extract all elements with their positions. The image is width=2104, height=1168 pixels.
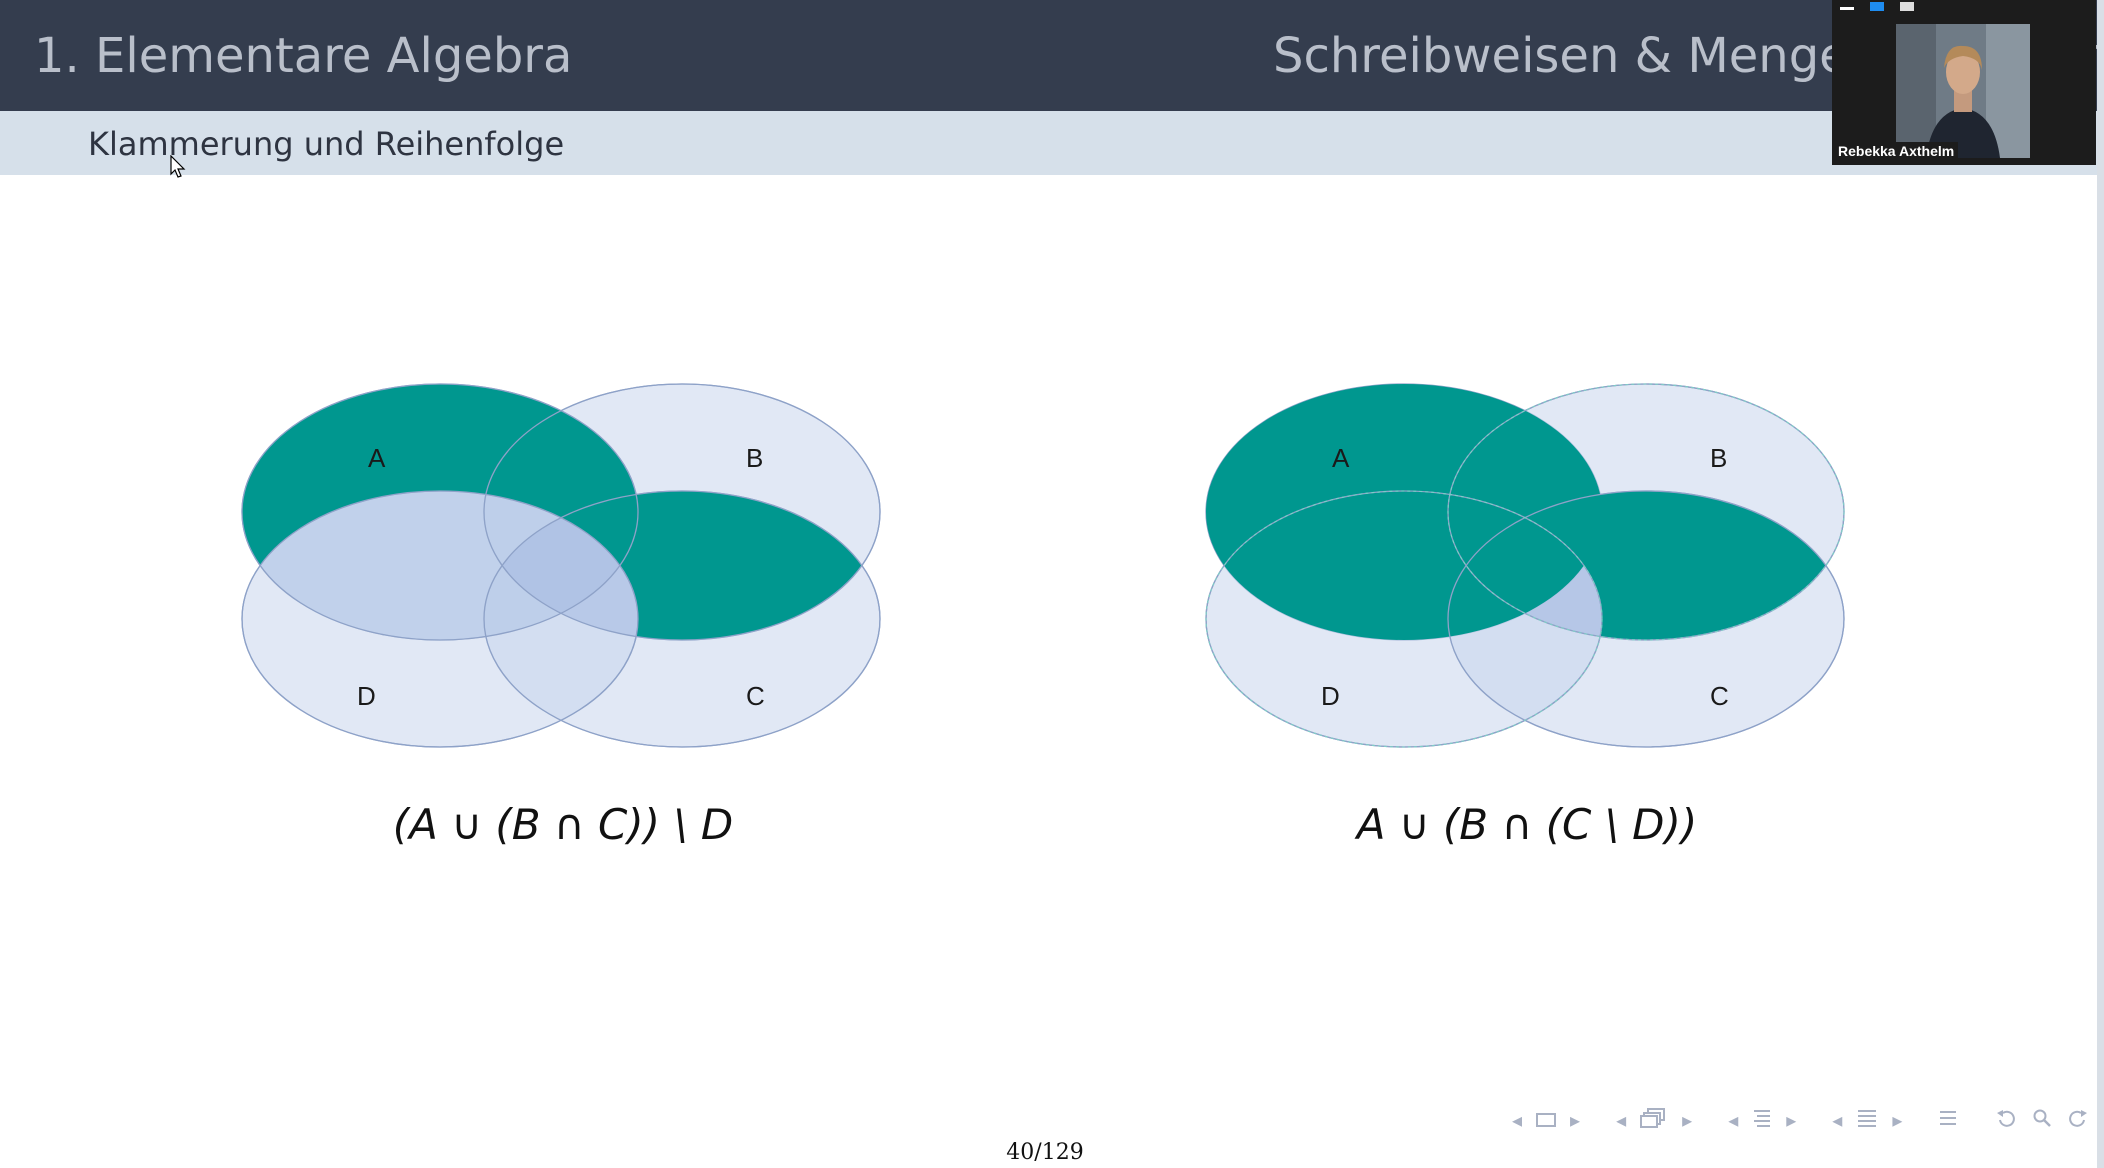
participant-video xyxy=(1896,24,2030,158)
formula-left: (A ∪ (B ∩ C)) \ D xyxy=(392,800,734,849)
page-number: 40/129 xyxy=(1006,1140,1084,1165)
set-label-c: C xyxy=(746,681,765,711)
nav-prev-icon[interactable]: ◂ xyxy=(1728,1108,1739,1132)
beamer-navigation: ◂ ▸ ◂ ▸ ◂ ▸ ◂ ▸ xyxy=(1505,1105,2097,1135)
set-label-a: A xyxy=(1332,443,1350,473)
set-label-d: D xyxy=(1321,681,1340,711)
set-label-a: A xyxy=(368,443,386,473)
nav-prev-icon[interactable]: ◂ xyxy=(1832,1108,1843,1132)
view-mode-icon[interactable] xyxy=(1870,2,1884,11)
nav-prev-icon[interactable]: ◂ xyxy=(1512,1108,1523,1132)
nav-next-icon[interactable]: ▸ xyxy=(1570,1108,1581,1132)
nav-subsection-icon[interactable] xyxy=(1856,1108,1878,1133)
nav-redo-icon[interactable] xyxy=(2066,1108,2090,1133)
header-bar: 1. Elementare Algebra Schreibweisen & Me… xyxy=(0,0,2104,111)
venn-diagram-right: A B C D xyxy=(1200,372,1850,762)
maximize-icon[interactable] xyxy=(1900,2,1914,11)
minimize-icon[interactable] xyxy=(1840,7,1854,10)
frame-title-bar: Klammerung und Reihenfolge xyxy=(0,111,2104,175)
nav-toc-icon[interactable] xyxy=(1938,1108,1958,1133)
nav-next-icon[interactable]: ▸ xyxy=(1892,1108,1903,1132)
nav-frame-icon[interactable] xyxy=(1536,1108,1557,1132)
set-label-b: B xyxy=(746,443,763,473)
formula-right: A ∪ (B ∩ (C \ D)) xyxy=(1356,800,1698,849)
frame-title: Klammerung und Reihenfolge xyxy=(88,125,565,163)
cursor-icon xyxy=(170,155,186,178)
nav-section-icon[interactable] xyxy=(1752,1108,1772,1133)
nav-undo-icon[interactable] xyxy=(1994,1108,2018,1133)
set-label-c: C xyxy=(1710,681,1729,711)
section-title[interactable]: 1. Elementare Algebra xyxy=(34,28,573,84)
set-label-b: B xyxy=(1710,443,1727,473)
video-call-tile[interactable]: Rebekka Axthelm xyxy=(1832,0,2096,165)
window-edge xyxy=(2097,0,2104,1168)
nav-next-icon[interactable]: ▸ xyxy=(1786,1108,1797,1132)
venn-diagram-left: A B C D xyxy=(236,372,886,762)
nav-search-icon[interactable] xyxy=(2032,1108,2052,1133)
nav-subsection-icon[interactable] xyxy=(1640,1107,1668,1133)
nav-prev-icon[interactable]: ◂ xyxy=(1616,1108,1627,1132)
set-label-d: D xyxy=(357,681,376,711)
nav-next-icon[interactable]: ▸ xyxy=(1682,1108,1693,1132)
participant-name: Rebekka Axthelm xyxy=(1834,142,1959,160)
